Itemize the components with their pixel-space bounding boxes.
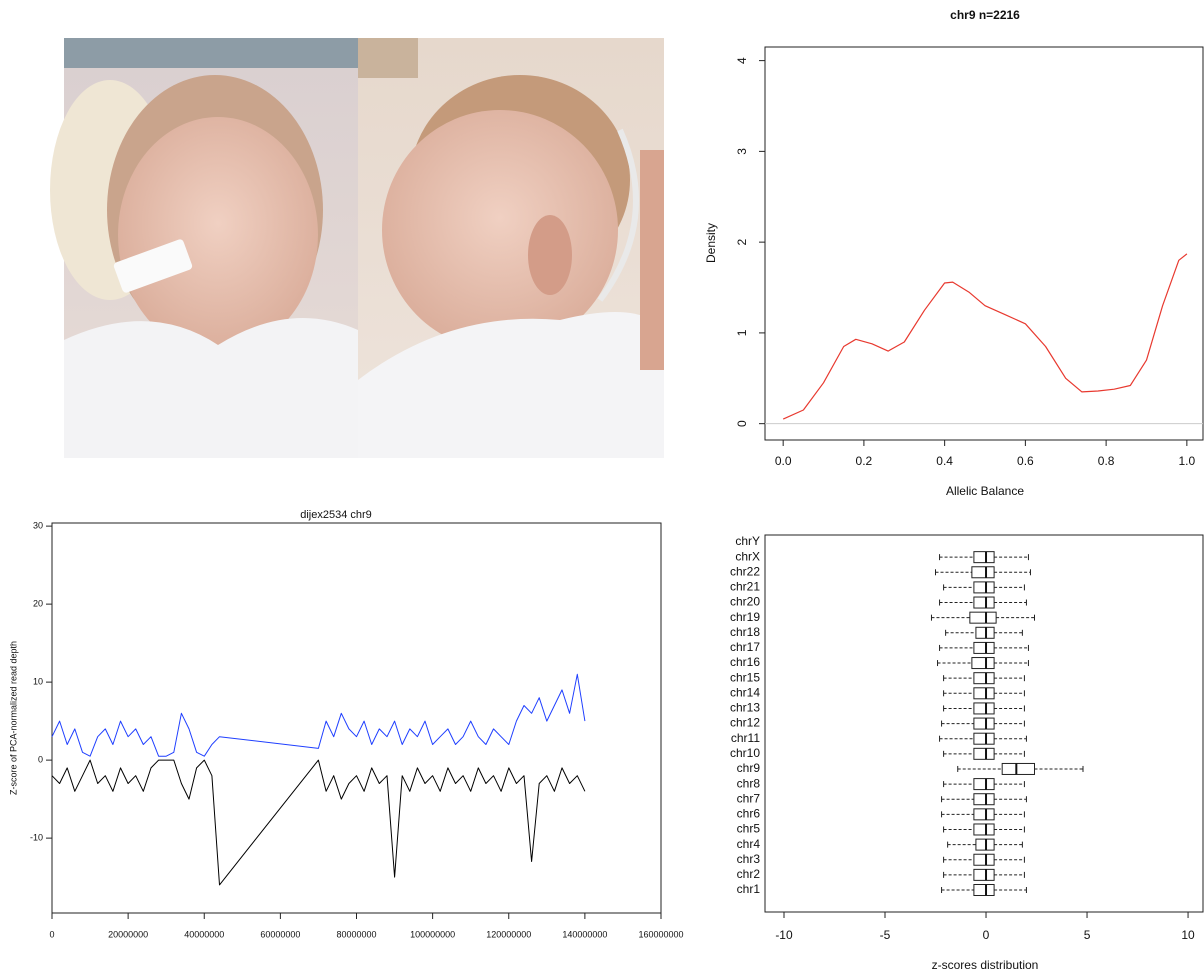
box bbox=[973, 551, 995, 564]
box bbox=[973, 702, 995, 715]
box bbox=[973, 672, 995, 685]
category-label: chr14 bbox=[730, 685, 760, 699]
x-tick-label: 80000000 bbox=[336, 929, 376, 939]
category-label: chr6 bbox=[737, 807, 761, 821]
y-axis-label: Z-score of PCA-normalized read depth bbox=[8, 641, 18, 795]
x-tick-label: 140000000 bbox=[562, 929, 607, 939]
box bbox=[973, 596, 995, 609]
box bbox=[971, 566, 995, 579]
category-label: chr5 bbox=[737, 822, 761, 836]
x-tick-label: 0.4 bbox=[936, 454, 953, 468]
category-label: chr9 bbox=[737, 761, 761, 775]
x-tick-label: -10 bbox=[775, 928, 793, 942]
y-tick-label: 2 bbox=[735, 238, 749, 245]
x-tick-label: 100000000 bbox=[410, 929, 455, 939]
box bbox=[973, 823, 995, 836]
x-tick-label: 0.2 bbox=[856, 454, 873, 468]
category-label: chr7 bbox=[737, 791, 761, 805]
category-label: chr22 bbox=[730, 564, 760, 578]
x-axis-label: Allelic Balance bbox=[946, 484, 1024, 498]
x-tick-label: 0.0 bbox=[775, 454, 792, 468]
category-label: chr4 bbox=[737, 837, 761, 851]
x-tick-label: 0.6 bbox=[1017, 454, 1034, 468]
box bbox=[973, 641, 995, 654]
y-tick-label: 30 bbox=[33, 520, 43, 530]
x-tick-label: 1.0 bbox=[1179, 454, 1196, 468]
x-tick-label: 20000000 bbox=[108, 929, 148, 939]
box bbox=[973, 793, 995, 806]
y-tick-label: 4 bbox=[735, 57, 749, 64]
box bbox=[973, 581, 995, 594]
box bbox=[973, 732, 995, 745]
category-label: chr1 bbox=[737, 882, 761, 896]
box bbox=[971, 657, 995, 670]
y-tick-label: 0 bbox=[735, 420, 749, 427]
category-label: chr17 bbox=[730, 640, 760, 654]
category-label: chr20 bbox=[730, 595, 760, 609]
box bbox=[973, 853, 995, 866]
photo bbox=[50, 38, 664, 458]
plot-frame bbox=[764, 534, 1204, 913]
x-tick-label: 10 bbox=[1181, 928, 1195, 942]
data-line bbox=[51, 759, 586, 886]
chart-title: dijex2534 chr9 bbox=[300, 509, 372, 521]
box bbox=[973, 747, 995, 760]
box bbox=[973, 884, 995, 896]
chart-title: chr9 n=2216 bbox=[950, 8, 1020, 22]
category-label: chr15 bbox=[730, 670, 760, 684]
box bbox=[975, 838, 995, 851]
category-label: chr18 bbox=[730, 625, 760, 639]
box bbox=[1001, 762, 1036, 775]
category-label: chr21 bbox=[730, 580, 760, 594]
category-label: chrY bbox=[735, 534, 760, 548]
x-tick-label: 60000000 bbox=[260, 929, 300, 939]
category-label: chr3 bbox=[737, 852, 761, 866]
category-label: chrX bbox=[735, 549, 760, 563]
y-axis-label: Density bbox=[704, 223, 718, 263]
box bbox=[973, 868, 995, 881]
category-label: chr2 bbox=[737, 867, 761, 881]
y-tick-label: 1 bbox=[735, 329, 749, 336]
category-label: chr10 bbox=[730, 746, 760, 760]
y-tick-label: 20 bbox=[33, 598, 43, 608]
y-tick-label: 10 bbox=[33, 676, 43, 686]
box bbox=[973, 808, 995, 821]
data-line bbox=[51, 673, 586, 757]
data-line bbox=[782, 253, 1188, 420]
category-label: chr12 bbox=[730, 716, 760, 730]
x-tick-label: 120000000 bbox=[486, 929, 531, 939]
box bbox=[973, 717, 995, 730]
y-tick-label: -10 bbox=[30, 832, 43, 842]
x-tick-label: 160000000 bbox=[638, 929, 683, 939]
box bbox=[973, 778, 995, 791]
x-tick-label: 0 bbox=[983, 928, 990, 942]
box bbox=[969, 611, 997, 624]
category-label: chr13 bbox=[730, 701, 760, 715]
plot-frame bbox=[51, 522, 662, 914]
x-tick-label: 0 bbox=[49, 929, 54, 939]
x-tick-label: 0.8 bbox=[1098, 454, 1115, 468]
category-label: chr8 bbox=[737, 776, 761, 790]
category-label: chr11 bbox=[731, 731, 760, 745]
y-tick-label: 3 bbox=[735, 148, 749, 155]
x-axis-label: z-scores distribution bbox=[932, 958, 1039, 972]
plot-frame bbox=[764, 46, 1204, 441]
category-label: chr16 bbox=[730, 655, 760, 669]
y-tick-label: 0 bbox=[38, 754, 43, 764]
box bbox=[973, 687, 995, 700]
x-tick-label: 5 bbox=[1084, 928, 1091, 942]
category-label: chr19 bbox=[730, 610, 760, 624]
x-tick-label: -5 bbox=[880, 928, 891, 942]
box bbox=[975, 626, 995, 639]
x-tick-label: 40000000 bbox=[184, 929, 224, 939]
